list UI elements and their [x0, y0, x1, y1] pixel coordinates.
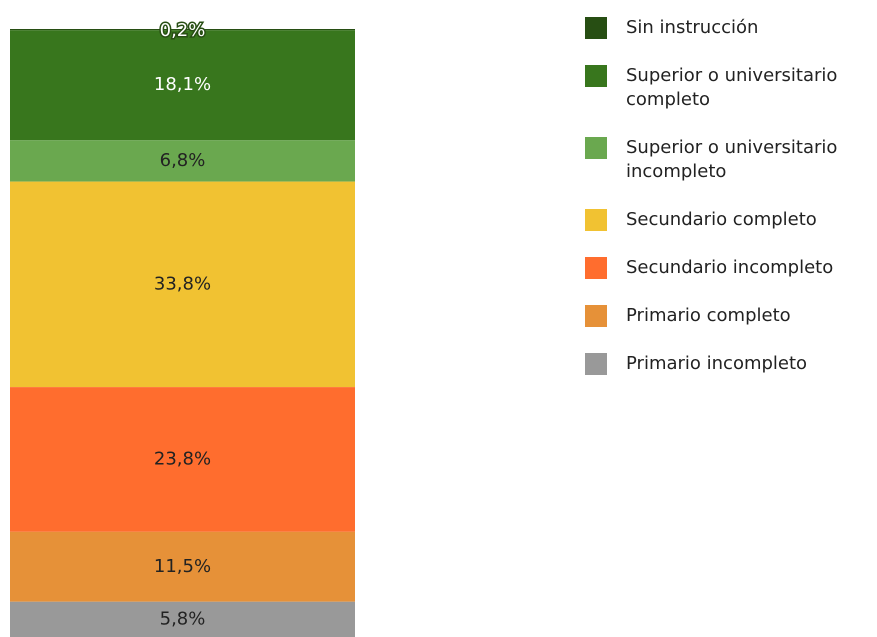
data-label: 5,8% — [160, 608, 206, 629]
data-label: 11,5% — [154, 556, 211, 577]
legend-label: Primario completo — [626, 305, 791, 326]
bar-segment — [10, 30, 355, 141]
legend-item: Primario completo — [585, 304, 877, 328]
bar-segment — [10, 531, 355, 602]
legend: Sin instrucción Superior o universitario … — [585, 16, 877, 400]
data-label: 6,8% — [160, 150, 206, 171]
bar-segment — [10, 140, 355, 182]
legend-item: Secundario completo — [585, 208, 877, 232]
data-label: 0,2% — [160, 20, 206, 41]
legend-swatch — [585, 353, 607, 375]
legend-label: Sin instrucción — [626, 17, 759, 38]
data-label: 23,8% — [154, 448, 211, 469]
legend-item: Superior o universitario incompleto — [585, 136, 877, 184]
legend-swatch — [585, 17, 607, 39]
legend-label: Superior o universitario incompleto — [626, 137, 838, 182]
legend-item: Sin instrucción — [585, 16, 877, 40]
legend-swatch — [585, 209, 607, 231]
legend-swatch — [585, 137, 607, 159]
bar-segment — [10, 387, 355, 532]
legend-item: Superior o universitario completo — [585, 64, 877, 112]
bar-segment — [10, 601, 355, 637]
bar-segment — [10, 29, 355, 31]
legend-swatch — [585, 305, 607, 327]
legend-label: Superior o universitario completo — [626, 65, 838, 110]
legend-label: Secundario completo — [626, 209, 817, 230]
legend-item: Secundario incompleto — [585, 256, 877, 280]
legend-label: Primario incompleto — [626, 353, 808, 374]
data-label: 33,8% — [154, 273, 211, 294]
legend-item: Primario incompleto — [585, 352, 877, 376]
legend-swatch — [585, 65, 607, 87]
bar-segment — [10, 181, 355, 388]
data-label: 18,1% — [154, 74, 211, 95]
legend-label: Secundario incompleto — [626, 257, 834, 278]
legend-swatch — [585, 257, 607, 279]
